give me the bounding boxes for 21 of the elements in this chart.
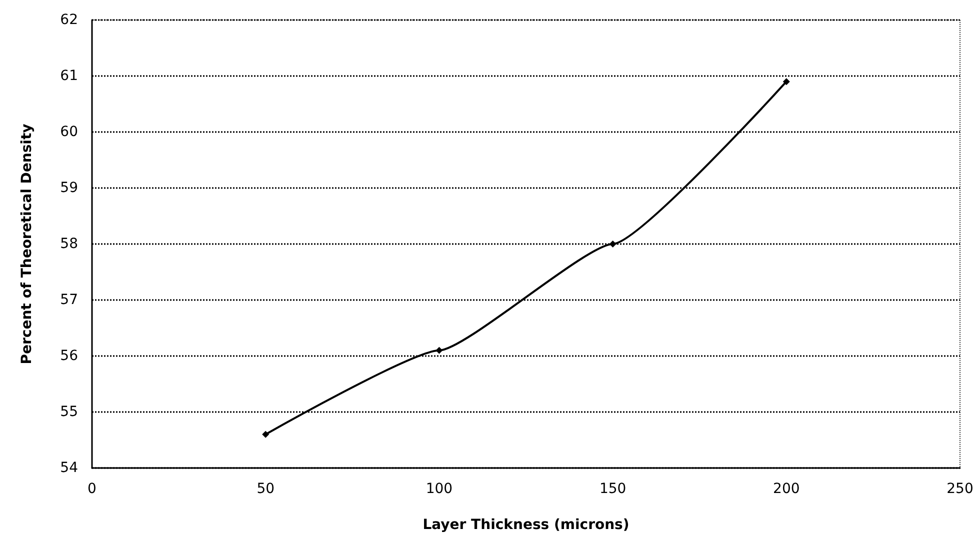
y-tick-label: 58 [60,236,78,252]
x-tick-label: 200 [773,481,800,497]
y-tick-label: 56 [60,348,78,364]
x-tick-label: 150 [599,481,626,497]
y-tick-label: 59 [60,180,78,196]
point [609,240,616,248]
y-tick-label: 55 [60,404,78,420]
x-tick-label: 100 [426,481,453,497]
point [782,78,790,86]
y-tick-label: 60 [60,124,78,140]
x-tick-label: 0 [88,481,96,497]
y-tick-label: 57 [60,292,78,308]
y-tick-label: 62 [60,12,78,28]
x-axis-title: Layer Thickness (microns) [422,517,630,533]
y-tick-label: 61 [60,68,78,84]
y-tick-label: 54 [60,460,78,476]
point [262,430,270,438]
x-tick-label: 50 [256,481,275,497]
x-tick-label: 250 [946,481,974,497]
point [436,346,443,354]
y-axis-title: Percent of Theoretical Density [19,124,35,364]
